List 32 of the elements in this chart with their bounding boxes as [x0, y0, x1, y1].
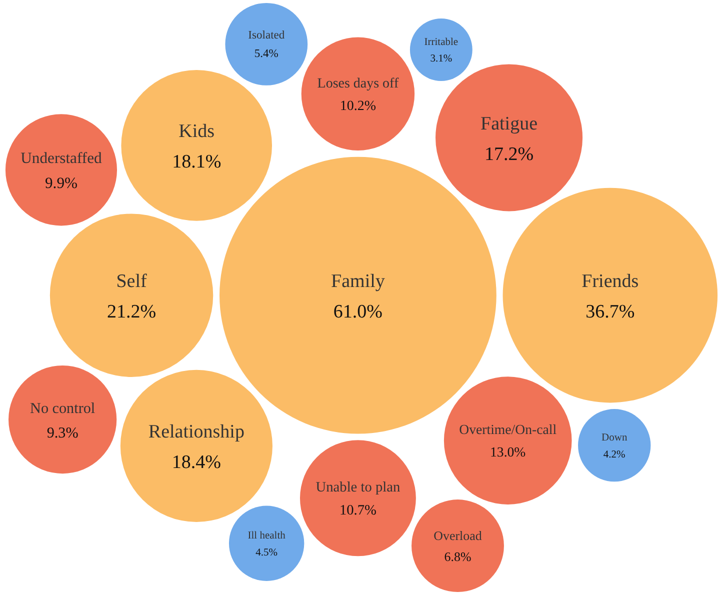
data-label: 61.0%	[333, 301, 383, 322]
category-label: Overload	[434, 528, 482, 544]
data-label: 17.2%	[484, 144, 534, 165]
category-label: No control	[30, 401, 96, 418]
category-label: Irritable	[424, 36, 458, 48]
data-label: 18.1%	[172, 152, 222, 173]
data-label: 36.7%	[586, 301, 635, 322]
category-label: Unable to plan	[316, 479, 400, 496]
category-label: Understaffed	[20, 150, 102, 168]
category-label: Self	[116, 271, 148, 292]
data-label: 4.5%	[256, 547, 278, 558]
data-label: 9.9%	[44, 175, 78, 192]
category-label: Friends	[582, 271, 639, 292]
data-label: 3.1%	[430, 54, 452, 65]
data-label: 5.4%	[254, 48, 279, 60]
category-label: Overtime/On-call	[459, 422, 557, 438]
category-label: Loses days off	[317, 76, 399, 92]
category-label: Ill health	[248, 530, 286, 542]
data-label: 21.2%	[106, 301, 156, 322]
category-label: Family	[331, 271, 386, 292]
data-label: 13.0%	[490, 444, 526, 460]
data-label: 4.2%	[603, 449, 626, 460]
category-label: Isolated	[248, 30, 285, 42]
data-label: 9.3%	[46, 425, 79, 442]
data-label: 6.8%	[444, 548, 472, 564]
category-label: Down	[602, 432, 628, 444]
data-label: 10.2%	[340, 98, 376, 114]
category-label: Relationship	[148, 422, 244, 443]
data-label: 10.7%	[339, 502, 377, 518]
category-label: Kids	[178, 121, 215, 142]
data-label: 18.4%	[172, 452, 222, 474]
category-label: Fatigue	[480, 113, 538, 134]
